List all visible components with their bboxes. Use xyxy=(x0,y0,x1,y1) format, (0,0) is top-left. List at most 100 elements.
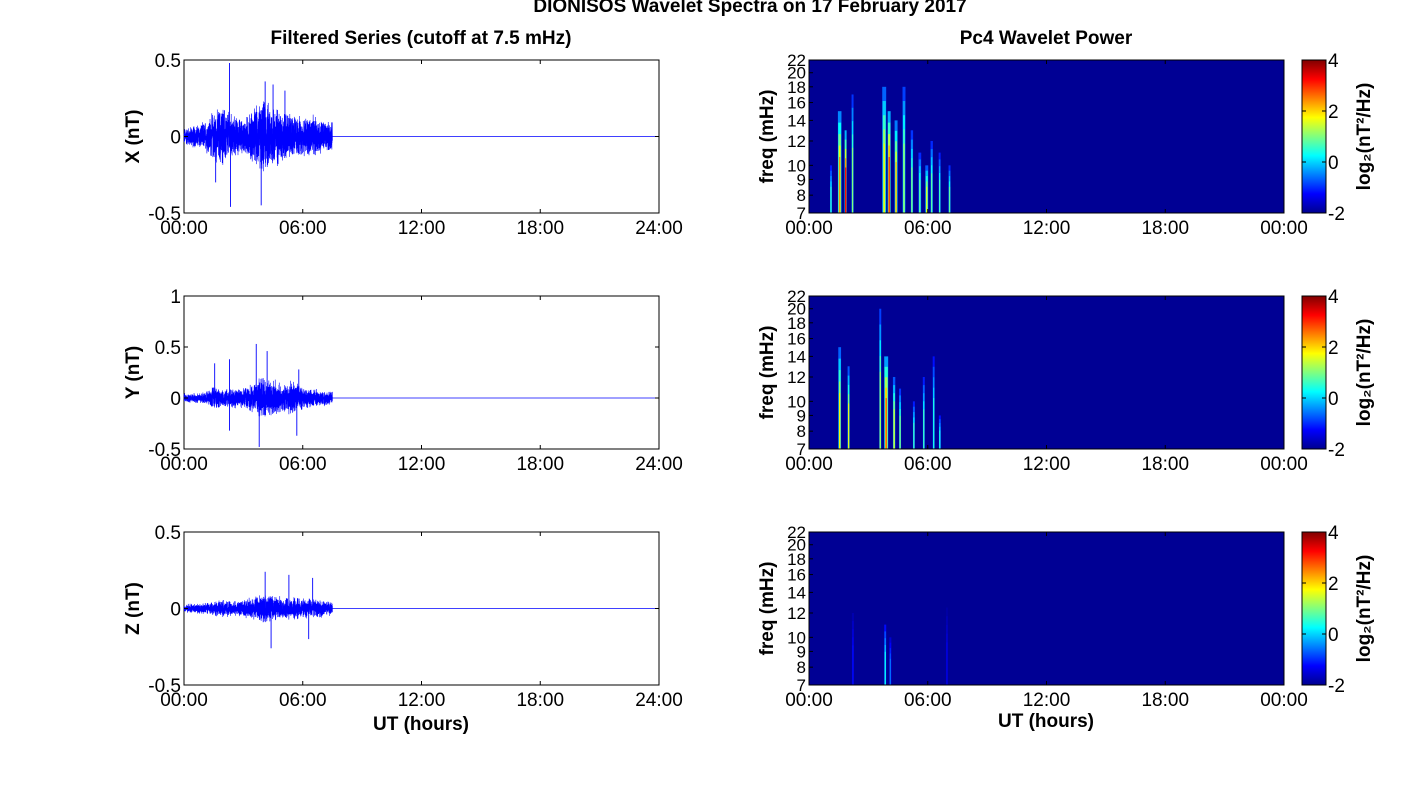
y-tick-label: 10 xyxy=(787,156,806,175)
colorbar-label: log₂(nT²/Hz) xyxy=(1354,555,1375,663)
x-tick-label: 00:00 xyxy=(1260,454,1308,475)
power-burst-layer xyxy=(885,398,887,449)
heatmap-background xyxy=(809,60,1284,213)
x-tick-label: 06:00 xyxy=(279,454,327,475)
power-burst xyxy=(922,376,925,449)
x-tick-label: 12:00 xyxy=(1023,454,1071,475)
colorbar-tick-label: 0 xyxy=(1328,625,1339,646)
colorbar-tick-label: 0 xyxy=(1328,153,1339,174)
y-tick-label: 18 xyxy=(787,314,806,333)
power-burst-layer xyxy=(931,173,933,213)
y-tick-label: 9 xyxy=(797,170,806,189)
series-line xyxy=(183,101,333,172)
power-burst-layer xyxy=(946,642,948,685)
y-tick-label: 16 xyxy=(787,94,806,113)
power-burst-layer xyxy=(919,179,921,213)
power-burst xyxy=(918,152,922,213)
left-xlabel: UT (hours) xyxy=(373,714,469,735)
x-tick-label: 24:00 xyxy=(635,690,683,711)
power-burst xyxy=(910,130,914,213)
y-tick-label: 20 xyxy=(787,300,806,319)
colorbar-gradient xyxy=(1301,59,1327,214)
power-burst xyxy=(847,366,850,449)
power-burst-layer xyxy=(851,147,854,213)
x-tick-label: 18:00 xyxy=(516,690,564,711)
y-axis-label: freq (mHz) xyxy=(757,326,778,420)
left-column-title: Filtered Series (cutoff at 7.5 mHz) xyxy=(271,28,572,49)
power-burst xyxy=(882,86,887,213)
power-burst-layer xyxy=(879,371,881,449)
y-tick-label: 0.5 xyxy=(155,51,181,72)
x-tick-label: 06:00 xyxy=(279,690,327,711)
line-panel-y: -0.5 0 0.5 1 00:00 06:00 12:00 18:00 24:00 Y (nT) xyxy=(123,287,683,475)
power-burst-layer xyxy=(852,645,854,685)
y-tick-label: -0.5 xyxy=(148,204,181,225)
y-tick-label: -0.5 xyxy=(148,440,181,461)
power-burst-layer xyxy=(839,156,841,213)
x-tick-label: 12:00 xyxy=(1023,218,1071,239)
power-burst xyxy=(912,401,915,449)
power-burst xyxy=(887,111,891,213)
power-burst-layer xyxy=(939,179,941,213)
power-burst-layer xyxy=(948,186,951,213)
x-tick-label: 12:00 xyxy=(398,454,446,475)
colorbar: -2 0 2 4 log₂(nT²/Hz) xyxy=(1301,523,1375,697)
x-tick-label: 12:00 xyxy=(1023,690,1071,711)
x-tick-label: 24:00 xyxy=(635,218,683,239)
colorbar-tick-label: 4 xyxy=(1328,51,1339,72)
right-xlabel: UT (hours) xyxy=(998,711,1094,732)
x-tick-label: 00:00 xyxy=(160,690,208,711)
power-burst-layer xyxy=(933,398,935,449)
y-tick-label: 18 xyxy=(787,78,806,97)
heatmap-background xyxy=(809,532,1284,685)
x-tick-label: 00:00 xyxy=(160,218,208,239)
power-burst xyxy=(932,356,935,449)
y-tick-label: 8 xyxy=(797,422,806,441)
colorbar-gradient xyxy=(1301,295,1327,450)
colorbar-tick-label: 2 xyxy=(1328,574,1339,595)
power-burst xyxy=(851,94,854,213)
y-tick-label: 22 xyxy=(787,287,806,306)
x-tick-label: 00:00 xyxy=(160,454,208,475)
y-tick-label: 20 xyxy=(787,536,806,555)
y-axis-label: freq (mHz) xyxy=(757,562,778,656)
colorbar: -2 0 2 4 log₂(nT²/Hz) xyxy=(1301,287,1375,461)
power-burst xyxy=(894,120,898,213)
y-tick-label: 12 xyxy=(787,368,806,387)
figure-title: DIONISOS Wavelet Spectra on 17 February … xyxy=(533,0,966,17)
y-tick-label: 0 xyxy=(170,128,181,149)
y-tick-label: 18 xyxy=(787,550,806,569)
y-tick-label: 1 xyxy=(170,287,181,308)
y-tick-label: 0.5 xyxy=(155,523,181,544)
x-tick-label: 18:00 xyxy=(516,454,564,475)
y-tick-label: 7 xyxy=(797,676,806,695)
x-tick-label: 18:00 xyxy=(1141,690,1189,711)
colorbar-tick-label: -2 xyxy=(1328,440,1345,461)
power-burst-layer xyxy=(845,167,847,213)
power-burst xyxy=(844,130,847,213)
x-tick-label: 12:00 xyxy=(398,218,446,239)
power-burst xyxy=(930,140,933,213)
power-burst xyxy=(925,165,929,213)
y-tick-label: 0 xyxy=(170,389,181,410)
power-burst-layer xyxy=(903,143,905,213)
y-tick-label: 7 xyxy=(797,204,806,223)
x-tick-label: 18:00 xyxy=(1141,218,1189,239)
y-tick-label: 20 xyxy=(787,64,806,83)
power-burst xyxy=(884,356,889,449)
power-burst-layer xyxy=(911,167,913,213)
y-tick-label: 16 xyxy=(787,330,806,349)
y-axis-label: freq (mHz) xyxy=(757,90,778,184)
series-line xyxy=(183,378,333,417)
line-panel-z: -0.5 0 0.5 00:00 06:00 12:00 18:00 24:00 Z (nT) xyxy=(123,523,683,711)
y-axis-label: Y (nT) xyxy=(123,346,144,399)
power-burst xyxy=(837,111,842,213)
colorbar-tick-label: 0 xyxy=(1328,389,1339,410)
power-burst xyxy=(945,607,948,685)
x-tick-label: 06:00 xyxy=(904,690,952,711)
x-tick-label: 18:00 xyxy=(1141,454,1189,475)
y-tick-label: 10 xyxy=(787,628,806,647)
x-tick-label: 12:00 xyxy=(398,690,446,711)
